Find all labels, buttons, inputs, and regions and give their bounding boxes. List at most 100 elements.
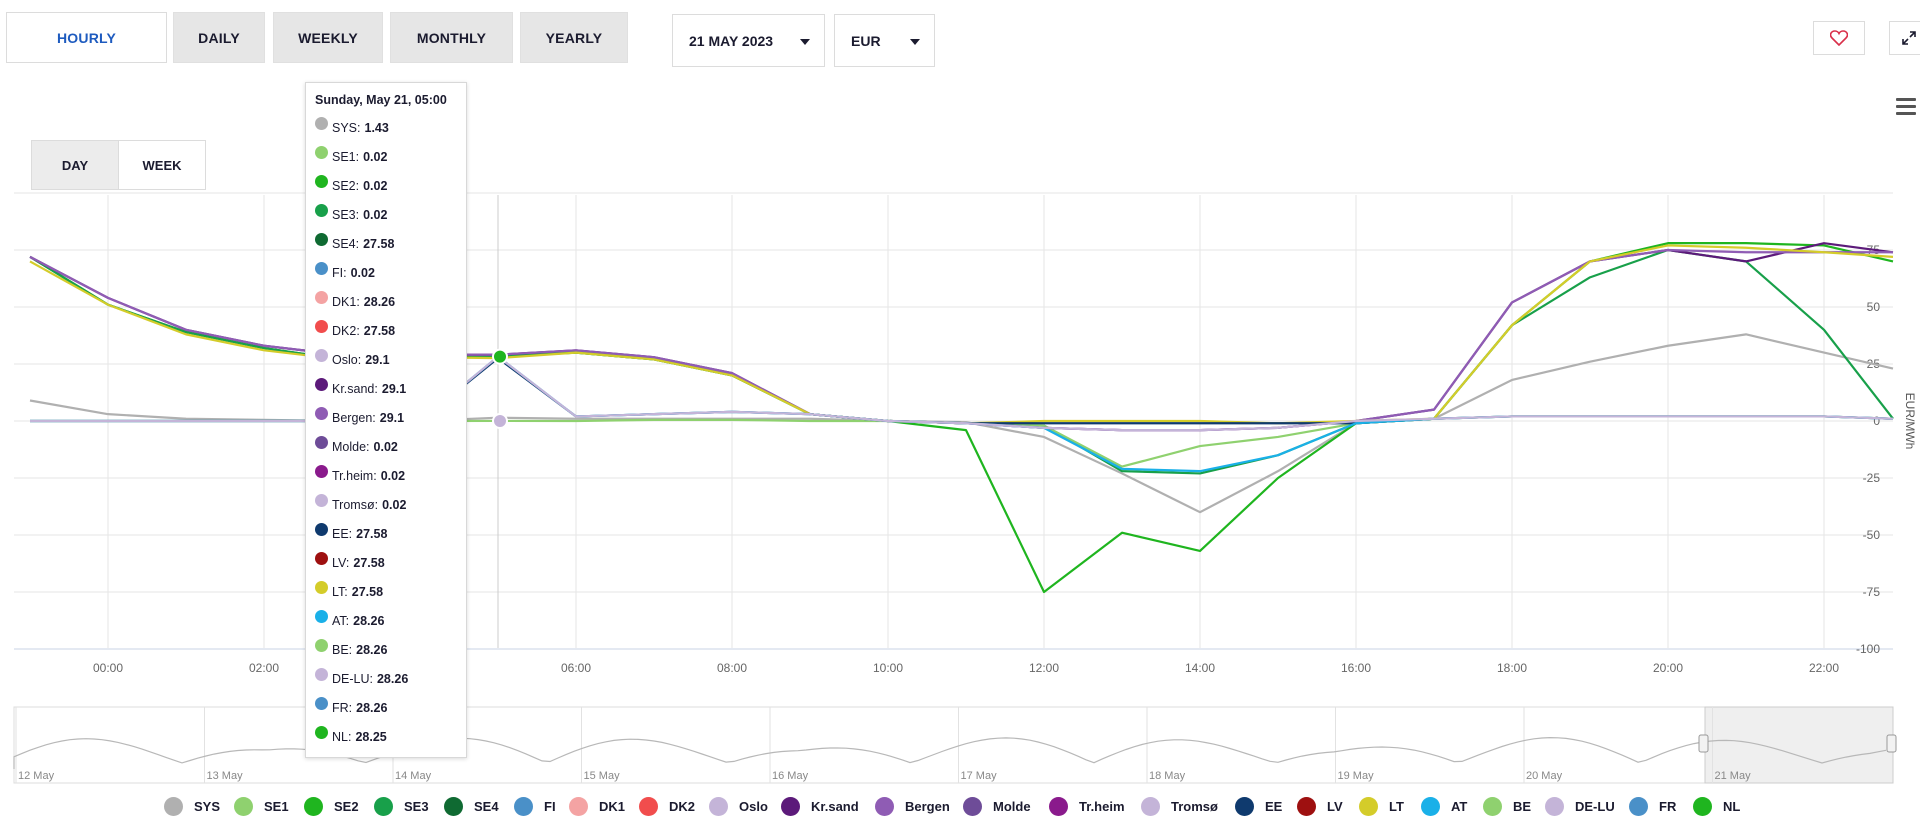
- tooltip-series-name: DE-LU:: [332, 671, 373, 686]
- hover-marker-de-lu: [492, 413, 508, 429]
- tooltip-series-dot: [315, 233, 328, 246]
- tooltip-row: FR: 28.26: [315, 693, 466, 722]
- tooltip-series-name: DK2:: [332, 323, 360, 338]
- tooltip-series-value: 28.26: [376, 671, 409, 686]
- tooltip-series-dot: [315, 639, 328, 652]
- legend-dot: [1297, 797, 1316, 816]
- y-tick-label: -25: [1863, 471, 1881, 485]
- tab-weekly[interactable]: WEEKLY: [273, 12, 383, 63]
- legend-item-bergen[interactable]: Bergen: [875, 797, 950, 816]
- navigator-label: 14 May: [395, 770, 432, 782]
- fullscreen-button[interactable]: [1889, 21, 1920, 55]
- range-week-button[interactable]: WEEK: [118, 140, 206, 190]
- tooltip-row: Molde: 0.02: [315, 432, 466, 461]
- legend-item-se4[interactable]: SE4: [444, 797, 499, 816]
- legend-label: SE2: [334, 799, 359, 814]
- tooltip-row: SE1: 0.02: [315, 142, 466, 171]
- legend-item-se2[interactable]: SE2: [304, 797, 359, 816]
- tooltip-series-name: SYS:: [332, 120, 361, 135]
- legend-item-dk1[interactable]: DK1: [569, 797, 625, 816]
- y-tick-label: -50: [1863, 528, 1881, 542]
- legend-item-de-lu[interactable]: DE-LU: [1545, 797, 1615, 816]
- tab-monthly[interactable]: MONTHLY: [390, 12, 513, 63]
- x-tick-label: 00:00: [93, 661, 123, 675]
- legend-item-ee[interactable]: EE: [1235, 797, 1282, 816]
- tooltip-series-name: Tr.heim:: [332, 468, 377, 483]
- legend-item-be[interactable]: BE: [1483, 797, 1531, 816]
- tooltip-series-dot: [315, 291, 328, 304]
- tooltip-row: FI: 0.02: [315, 258, 466, 287]
- tooltip-series-name: SE1:: [332, 149, 360, 164]
- navigator-handle: [1886, 734, 1897, 753]
- legend-item-oslo[interactable]: Oslo: [709, 797, 768, 816]
- tooltip-series-value: 28.26: [356, 642, 388, 657]
- currency-select[interactable]: EUR: [834, 14, 935, 67]
- tooltip-series-name: Oslo:: [332, 352, 362, 367]
- legend-item-tr-heim[interactable]: Tr.heim: [1049, 797, 1125, 816]
- tooltip-row: Oslo: 29.1: [315, 345, 466, 374]
- tooltip-row: LT: 27.58: [315, 577, 466, 606]
- legend-label: Molde: [993, 799, 1031, 814]
- tooltip-series-value: 0.02: [380, 468, 406, 483]
- legend-dot: [1049, 797, 1068, 816]
- legend-item-troms-[interactable]: Tromsø: [1141, 797, 1218, 816]
- legend-dot: [444, 797, 463, 816]
- tooltip-row: EE: 27.58: [315, 519, 466, 548]
- tooltip-series-value: 0.02: [382, 497, 407, 512]
- legend-item-at[interactable]: AT: [1421, 797, 1467, 816]
- legend-item-dk2[interactable]: DK2: [639, 797, 695, 816]
- legend-item-fr[interactable]: FR: [1629, 797, 1676, 816]
- legend-dot: [639, 797, 658, 816]
- tooltip-series-name: FI:: [332, 265, 347, 280]
- tooltip-series-value: 27.58: [356, 526, 388, 541]
- x-tick-label: 20:00: [1653, 661, 1683, 675]
- tooltip-series-dot: [315, 407, 328, 420]
- tooltip-series-name: Tromsø:: [332, 497, 379, 512]
- range-day-button[interactable]: DAY: [31, 140, 119, 190]
- tooltip-row: NL: 28.25: [315, 722, 466, 751]
- tab-hourly[interactable]: HOURLY: [6, 12, 167, 63]
- tooltip-series-dot: [315, 378, 328, 391]
- tab-daily[interactable]: DAILY: [173, 12, 265, 63]
- legend-item-fi[interactable]: FI: [514, 797, 556, 816]
- tooltip-series-name: LT:: [332, 584, 348, 599]
- date-select[interactable]: 21 MAY 2023: [672, 14, 825, 67]
- navigator-label: 20 May: [1526, 770, 1563, 782]
- tooltip-series-dot: [315, 175, 328, 188]
- x-tick-label: 02:00: [249, 661, 279, 675]
- tooltip-series-value: 29.1: [381, 381, 407, 396]
- legend-item-kr-sand[interactable]: Kr.sand: [781, 797, 859, 816]
- favorite-button[interactable]: [1813, 21, 1865, 55]
- tooltip-series-value: 0.02: [350, 265, 375, 280]
- legend-dot: [875, 797, 894, 816]
- tooltip-series-dot: [315, 204, 328, 217]
- legend-item-molde[interactable]: Molde: [963, 797, 1031, 816]
- tooltip-series-value: 28.26: [363, 294, 396, 309]
- legend-label: LT: [1389, 799, 1404, 814]
- navigator-label: 13 May: [207, 770, 244, 782]
- legend-dot: [569, 797, 588, 816]
- y-tick-label: -75: [1863, 585, 1881, 599]
- y-axis-label: EUR/MWh: [1903, 393, 1917, 450]
- tooltip-series-value: 27.58: [363, 323, 396, 338]
- legend-item-lv[interactable]: LV: [1297, 797, 1343, 816]
- legend-dot: [374, 797, 393, 816]
- legend-dot: [164, 797, 183, 816]
- hamburger-menu-icon[interactable]: [1896, 98, 1916, 116]
- legend-item-lt[interactable]: LT: [1359, 797, 1404, 816]
- chevron-down-icon: [910, 39, 920, 45]
- legend-item-sys[interactable]: SYS: [164, 797, 220, 816]
- legend-item-se3[interactable]: SE3: [374, 797, 429, 816]
- legend-item-nl[interactable]: NL: [1693, 797, 1740, 816]
- tab-yearly[interactable]: YEARLY: [520, 12, 628, 63]
- tooltip-row: Tromsø: 0.02: [315, 490, 466, 519]
- tooltip-series-dot: [315, 581, 328, 594]
- legend-dot: [781, 797, 800, 816]
- tooltip-series-value: 27.58: [363, 236, 395, 251]
- navigator-label: 18 May: [1149, 770, 1186, 782]
- tooltip-series-dot: [315, 436, 328, 449]
- tooltip-series-name: Bergen:: [332, 410, 376, 425]
- legend-item-se1[interactable]: SE1: [234, 797, 289, 816]
- navigator-label: 15 May: [584, 770, 621, 782]
- tooltip-series-dot: [315, 117, 328, 130]
